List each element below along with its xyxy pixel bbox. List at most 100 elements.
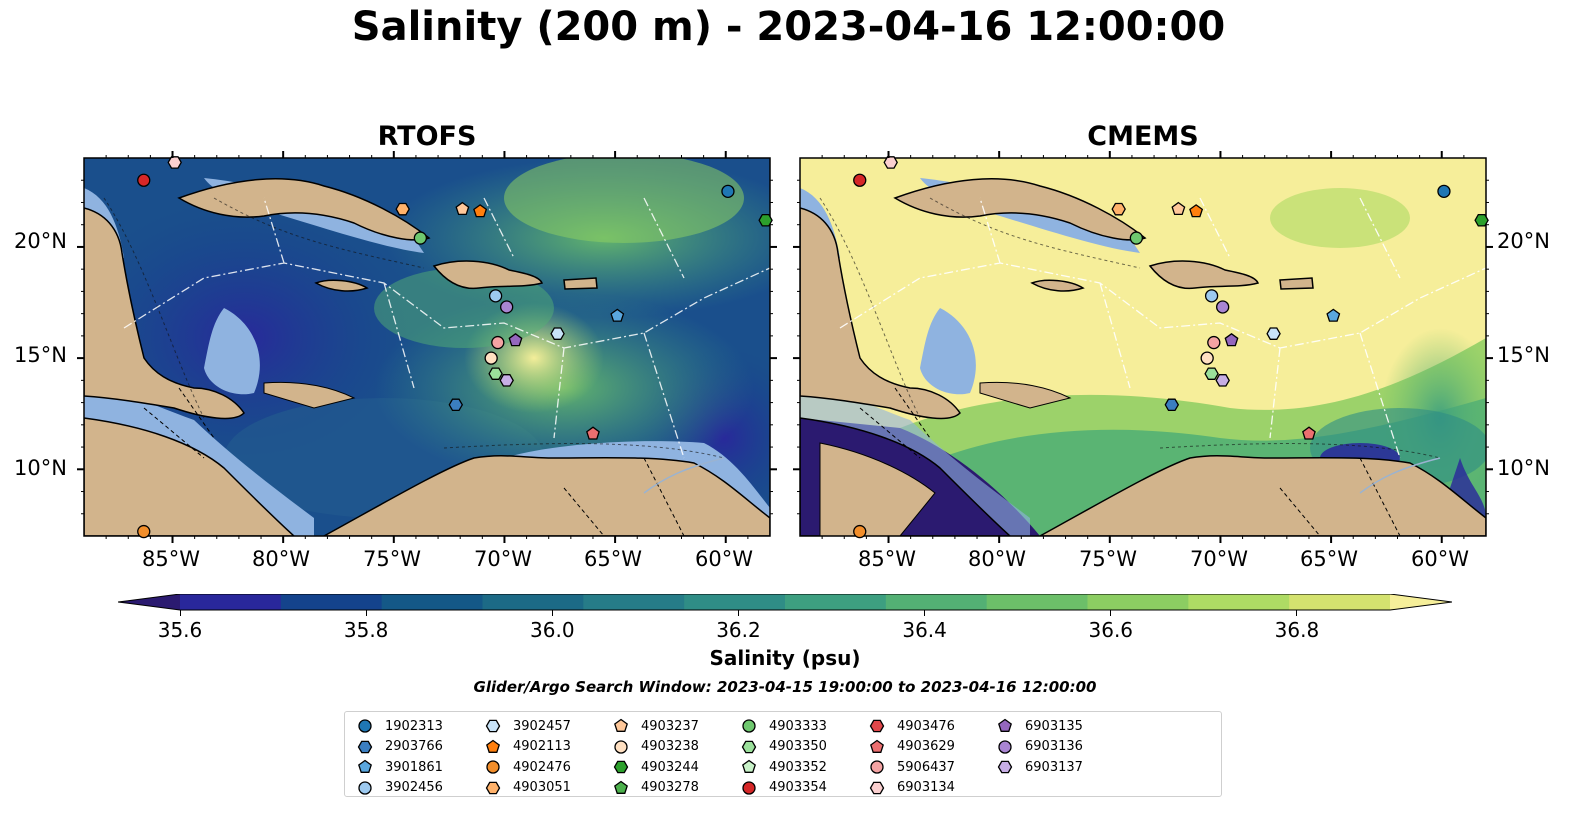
float-marker-4903237 [455, 201, 470, 216]
colorbar-tick [1110, 610, 1112, 616]
colorbar-tick [737, 610, 739, 616]
legend-marker-5906437 [870, 760, 884, 774]
legend-label: 3901861 [385, 759, 443, 775]
pentagon-marker-icon [614, 780, 628, 794]
colorbar-tick-label: 36.2 [716, 618, 761, 642]
lon-tick-label: 60°W [695, 547, 753, 571]
circle-marker-icon [358, 780, 372, 795]
colorbar-swatch [180, 594, 282, 610]
legend-item: 4903237 [611, 716, 699, 736]
lat-tick-label: 20°N [14, 229, 67, 253]
colorbar-swatch [280, 594, 383, 610]
legend-item: 4903352 [739, 757, 827, 777]
float-marker-4903354 [853, 173, 867, 187]
legend-label: 3902457 [513, 718, 571, 734]
legend-label: 4903350 [769, 739, 827, 754]
float-marker-4902113 [1189, 204, 1204, 218]
float-marker-4903350 [488, 367, 503, 380]
legend-item: 4903051 [483, 778, 571, 798]
float-marker-4903629 [1302, 426, 1316, 440]
colorbar-tick [1296, 610, 1298, 616]
colorbar-swatch [583, 594, 685, 610]
float-marker-4903354 [137, 173, 151, 187]
legend-label: 4903238 [641, 739, 699, 754]
lat-tick-label: 15°N [1497, 343, 1550, 367]
legend-label: 5906437 [897, 759, 955, 775]
legend-label: 1902313 [385, 718, 443, 734]
float-marker-2903766 [1164, 398, 1180, 412]
colorbar-swatch [1289, 594, 1391, 610]
legend-item: 4903278 [611, 778, 699, 798]
float-markers-cmems [853, 156, 1489, 539]
colorbar-tick [365, 610, 367, 616]
legend-item: 3902456 [355, 778, 443, 798]
float-marker-6903137 [1215, 374, 1230, 387]
float-marker-4903333 [413, 231, 428, 245]
colorbar [118, 594, 1452, 611]
colorbar-swatch [482, 594, 584, 610]
circle-marker-icon [742, 780, 756, 795]
float-marker-3901861 [610, 308, 625, 322]
colorbar-swatch [1188, 594, 1290, 610]
axis-ticks [793, 151, 1493, 543]
float-marker-6903137 [499, 374, 514, 387]
legend-label: 6903134 [897, 780, 955, 795]
legend-item: 6903135 [995, 716, 1083, 736]
legend-item: 4903354 [739, 778, 827, 798]
legend-marker-4903352 [742, 759, 756, 773]
panel-title-rtofs: RTOFS [377, 121, 477, 152]
colorbar-swatch [785, 594, 887, 610]
float-marker-4903237 [1171, 201, 1186, 216]
float-marker-6903135 [508, 332, 523, 347]
legend-label: 4903354 [769, 780, 827, 795]
colorbar-extend-high [1390, 594, 1452, 610]
legend-marker-6903135 [998, 718, 1012, 732]
legend-item: 4902113 [483, 737, 571, 757]
colorbar-tick-label: 35.6 [157, 618, 203, 642]
float-marker-6903136 [500, 300, 514, 314]
colorbar-swatch [684, 594, 786, 610]
lat-tick-label: 10°N [14, 456, 67, 480]
lat-tick-label: 10°N [1497, 456, 1550, 480]
colorbar-swatch [885, 594, 988, 610]
colorbar-tick-label: 36.8 [1274, 618, 1320, 642]
legend-label: 4903352 [769, 759, 827, 775]
legend-marker-6903137 [997, 760, 1013, 774]
legend-marker-4903354 [742, 780, 756, 795]
legend-label: 3902456 [385, 780, 443, 795]
legend-item: 6903137 [995, 757, 1083, 777]
legend-item: 3902457 [483, 716, 571, 736]
pentagon-marker-icon [486, 739, 500, 753]
float-marker-1902313 [721, 184, 735, 199]
colorbar-swatch [381, 594, 483, 610]
hexagon-marker-icon [869, 719, 885, 733]
axis-ticks [77, 151, 777, 543]
legend-item: 4902476 [483, 757, 571, 777]
lon-tick-label: 65°W [1300, 547, 1358, 571]
colorbar-tick [551, 610, 553, 616]
lon-tick-label: 85°W [858, 547, 916, 571]
legend-label: 6903135 [1025, 718, 1083, 734]
hexagon-marker-icon [357, 740, 373, 753]
circle-marker-icon [742, 719, 756, 733]
legend-item: 6903136 [995, 737, 1083, 757]
lon-tick-label: 75°W [1079, 547, 1137, 571]
float-marker-2903766 [448, 398, 464, 412]
float-marker-5906437 [1207, 335, 1221, 350]
legend-marker-1902313 [358, 719, 372, 733]
float-marker-1902313 [1437, 184, 1451, 199]
legend-label: 4902476 [513, 759, 571, 775]
legend-marker-6903134 [869, 781, 885, 794]
legend-marker-4903476 [869, 719, 885, 733]
colorbar-tick-label: 36.4 [902, 618, 947, 642]
map-panel-cmems [793, 151, 1493, 543]
legend-item: 5906437 [867, 757, 955, 777]
legend-item: 2903766 [355, 737, 443, 757]
legend-label: 4903333 [769, 718, 827, 734]
legend-label: 4903629 [897, 739, 955, 754]
colorbar-label: Salinity (psu) [709, 646, 861, 670]
colorbar-tick-label: 35.8 [343, 618, 389, 642]
legend-marker-3902456 [358, 780, 372, 795]
colorbar-tick [924, 610, 926, 616]
legend-marker-4903237 [614, 718, 628, 732]
